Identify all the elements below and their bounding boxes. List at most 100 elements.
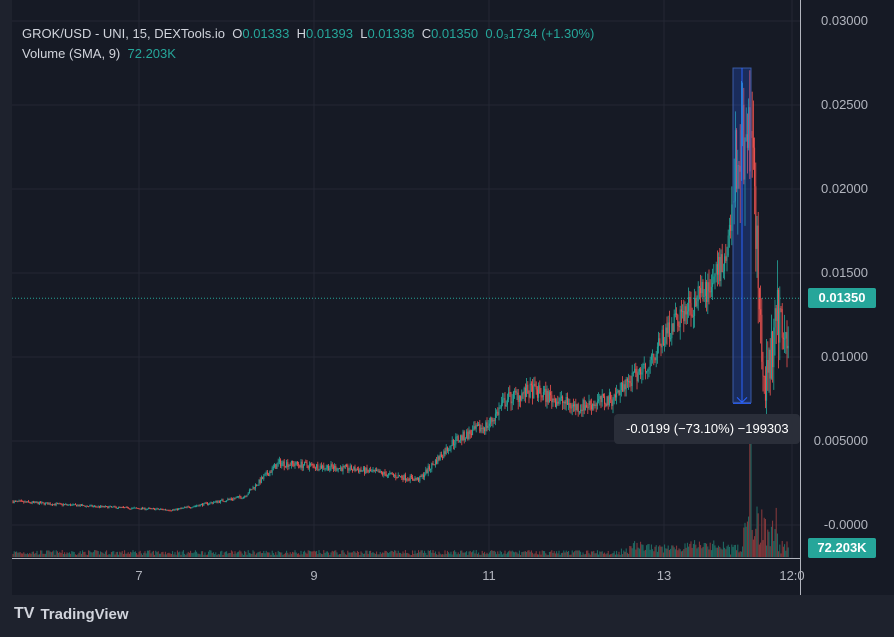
tradingview-logo[interactable]: TV TradingView <box>14 605 129 623</box>
volume-bar <box>522 551 524 557</box>
candle-body <box>514 390 516 392</box>
volume-bar <box>727 544 729 557</box>
candle-body <box>526 384 528 397</box>
candle-body <box>145 509 147 511</box>
price-chart[interactable] <box>0 0 894 600</box>
candle-body <box>312 464 314 466</box>
volume-bar <box>170 554 172 557</box>
candle-body <box>701 282 703 294</box>
candle-body <box>772 331 774 368</box>
candle-body <box>478 424 480 427</box>
volume-bar <box>430 550 432 557</box>
candle-body <box>594 404 596 407</box>
candle-body <box>205 502 207 504</box>
volume-bar <box>721 549 723 557</box>
volume-bar <box>524 551 526 557</box>
volume-bar <box>350 552 352 557</box>
volume-bar <box>626 552 628 557</box>
candle-body <box>222 499 224 502</box>
candle-body <box>413 479 415 481</box>
volume-bar <box>20 553 22 557</box>
volume-bar <box>215 552 217 557</box>
candle-body <box>737 165 739 189</box>
volume-bar <box>187 551 189 557</box>
candle-body <box>319 465 321 470</box>
candle-body <box>334 465 336 469</box>
volume-bar <box>646 545 648 557</box>
volume-value: 72.203K <box>127 46 176 61</box>
volume-bar <box>406 553 408 557</box>
candle-body <box>96 506 98 508</box>
candle-body <box>671 323 673 339</box>
candle-body <box>521 393 523 401</box>
candle-body <box>208 503 210 505</box>
volume-bar <box>594 553 596 557</box>
volume-bar <box>221 550 223 557</box>
volume-bar <box>784 544 786 557</box>
candle-body <box>164 509 166 511</box>
volume-bar <box>235 553 237 557</box>
volume-bar <box>262 552 264 557</box>
candle-body <box>64 504 66 506</box>
volume-bar <box>346 554 348 557</box>
candle-body <box>101 505 103 507</box>
candle-body <box>655 354 657 361</box>
candle-body <box>674 313 676 315</box>
volume-bar <box>440 554 442 557</box>
volume-bar <box>419 552 421 557</box>
candle-body <box>461 435 463 441</box>
candle-body <box>100 505 102 508</box>
candle-body <box>431 463 433 469</box>
volume-bar <box>607 550 609 557</box>
candle-body <box>404 474 406 480</box>
candle-body <box>250 489 252 491</box>
volume-bar <box>541 550 543 557</box>
volume-bar <box>562 552 564 557</box>
candle-body <box>251 489 253 491</box>
candle-body <box>718 256 720 275</box>
volume-bar <box>718 545 720 557</box>
candle-body <box>196 505 198 507</box>
volume-bar <box>132 550 134 557</box>
candle-body <box>385 474 387 477</box>
candle-body <box>623 384 625 392</box>
candle-body <box>78 505 80 507</box>
candle-body <box>646 371 648 373</box>
candle-body <box>300 461 302 468</box>
candle-body <box>340 467 342 469</box>
candle-body <box>762 361 764 376</box>
candle-body <box>365 467 367 474</box>
candle-body <box>784 338 786 340</box>
volume-bar <box>166 554 168 557</box>
candle-body <box>356 469 358 471</box>
candle-body <box>491 418 493 422</box>
candle-body <box>20 500 22 502</box>
volume-bar <box>514 552 516 557</box>
volume-bar <box>634 541 636 557</box>
volume-bar <box>304 550 306 557</box>
candle-body <box>744 140 746 180</box>
volume-bar <box>539 551 541 557</box>
volume-bar <box>169 553 171 557</box>
candle-body <box>578 411 580 413</box>
candle-body <box>506 399 508 405</box>
candle-body <box>174 509 176 511</box>
candle-body <box>31 501 33 504</box>
candle-body <box>571 404 573 409</box>
volume-bar <box>383 552 385 557</box>
candle-body <box>493 420 495 422</box>
candle-body <box>311 463 313 465</box>
candle-body <box>716 264 718 275</box>
volume-bar <box>270 554 272 557</box>
volume-bar <box>65 554 67 557</box>
volume-bar <box>102 552 104 557</box>
volume-bar <box>78 552 80 557</box>
volume-bar <box>263 550 265 557</box>
candle-body <box>138 508 140 510</box>
candle-body <box>498 407 500 415</box>
volume-bar <box>400 552 402 557</box>
candle-body <box>575 404 577 411</box>
candle-body <box>242 497 244 499</box>
candle-body <box>428 466 430 470</box>
measure-arrow-head <box>736 397 748 404</box>
